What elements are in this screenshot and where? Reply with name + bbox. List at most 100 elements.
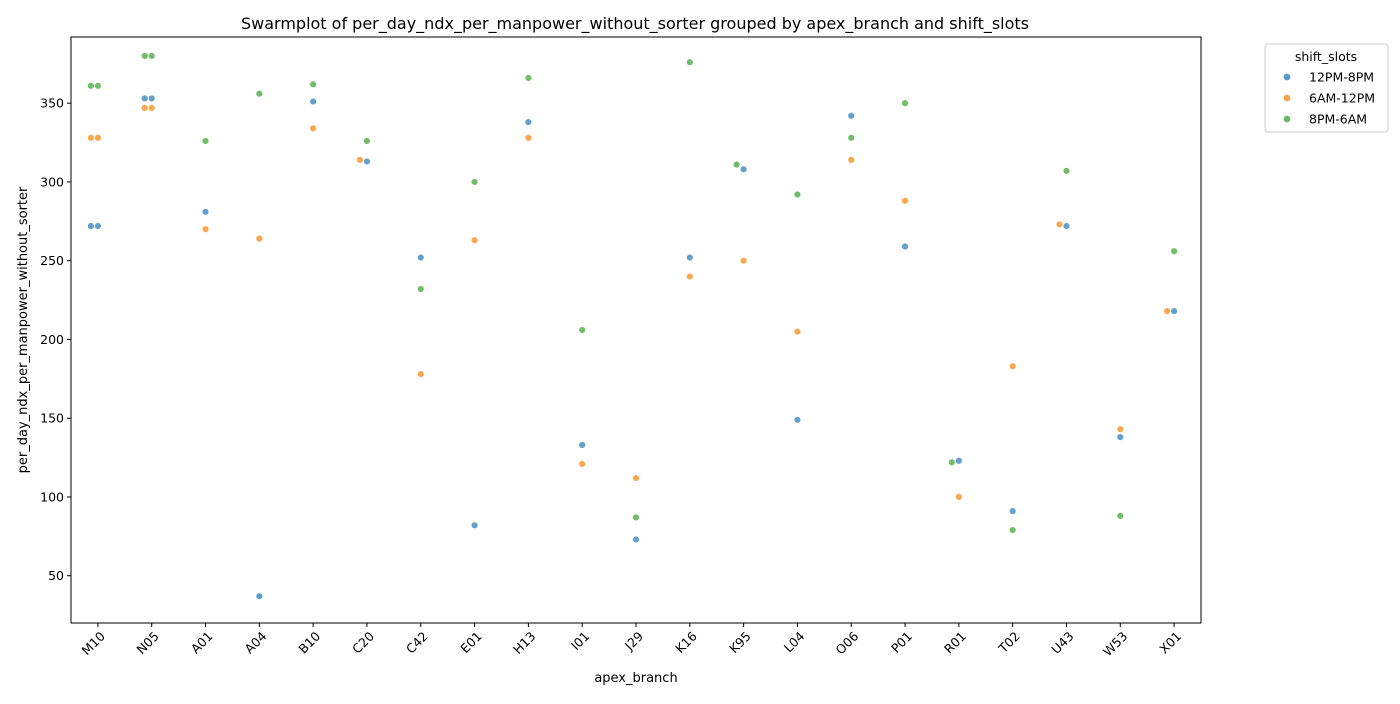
x-tick-label: I01 xyxy=(568,629,592,653)
legend-marker xyxy=(1283,115,1291,123)
data-point xyxy=(955,493,963,501)
data-point xyxy=(470,236,479,244)
data-point xyxy=(1170,247,1178,255)
legend-marker xyxy=(1283,73,1291,81)
data-point xyxy=(1055,220,1064,229)
legend-label: 6AM-12PM xyxy=(1309,91,1375,106)
x-tick-label: P01 xyxy=(888,629,915,656)
data-point xyxy=(578,441,586,449)
legend-marker xyxy=(1283,94,1291,102)
y-tick-label: 350 xyxy=(40,96,64,111)
data-point xyxy=(1116,512,1124,520)
data-point xyxy=(524,118,533,126)
x-tick-label: K16 xyxy=(672,628,700,656)
data-point xyxy=(470,521,479,530)
data-point xyxy=(417,253,425,262)
data-point xyxy=(87,82,95,90)
x-tick-label: O06 xyxy=(833,628,862,657)
data-point xyxy=(148,52,156,60)
data-point xyxy=(847,112,855,120)
data-point xyxy=(148,94,156,103)
data-point xyxy=(363,137,371,145)
data-point xyxy=(524,134,533,142)
data-point xyxy=(793,190,802,199)
data-point xyxy=(901,242,909,251)
data-point xyxy=(732,160,741,169)
data-point xyxy=(417,285,425,293)
data-point xyxy=(1116,433,1124,441)
data-point xyxy=(201,208,210,216)
legend-frame xyxy=(1264,43,1389,133)
data-point xyxy=(686,272,694,281)
x-tick-label: W53 xyxy=(1100,629,1131,660)
data-point xyxy=(686,253,694,262)
x-tick-label: R01 xyxy=(941,629,969,657)
legend-items: 12PM-8PM 6AM-12PM 8PM-6AM xyxy=(1283,70,1375,127)
x-axis: M10 N05 A01 A04 B10 C20 C42 E01 H13 I01 J29 K16 K95 L… xyxy=(79,623,1184,660)
data-point xyxy=(470,178,479,186)
data-point xyxy=(632,535,640,544)
x-axis-label: apex_branch xyxy=(594,671,677,686)
x-tick-label: H13 xyxy=(510,629,539,658)
legend-label: 8PM-6AM xyxy=(1309,112,1367,127)
x-tick-label: J29 xyxy=(621,628,646,653)
y-tick-label: 100 xyxy=(40,489,64,504)
data-point xyxy=(955,457,963,465)
data-point xyxy=(632,474,640,482)
data-point xyxy=(948,458,956,467)
data-point xyxy=(1170,307,1178,315)
x-tick-label: C20 xyxy=(349,628,377,656)
data-point xyxy=(141,94,149,103)
data-point xyxy=(417,370,425,378)
data-point xyxy=(201,137,210,145)
x-tick-label: T02 xyxy=(995,629,1023,657)
x-tick-label: N05 xyxy=(133,629,161,657)
data-point xyxy=(1116,425,1124,433)
data-point xyxy=(578,460,586,468)
y-tick-label: 150 xyxy=(40,411,64,426)
data-point xyxy=(901,197,909,205)
data-point xyxy=(739,256,748,265)
y-tick-label: 50 xyxy=(48,568,64,583)
data-point xyxy=(94,222,102,230)
data-point xyxy=(309,97,317,106)
x-tick-label: E01 xyxy=(457,629,484,656)
data-point xyxy=(901,99,909,107)
data-point xyxy=(255,90,264,98)
y-axis-label: per_day_ndx_per_manpower_without_sorter xyxy=(16,186,31,473)
data-point xyxy=(739,165,748,174)
data-point xyxy=(793,416,802,424)
x-tick-label: A04 xyxy=(242,628,270,656)
y-tick-label: 250 xyxy=(40,253,64,268)
data-point xyxy=(578,326,586,334)
data-point xyxy=(94,134,102,142)
data-point xyxy=(632,513,640,522)
data-point xyxy=(1008,362,1017,370)
data-point xyxy=(255,592,264,600)
legend-label: 12PM-8PM xyxy=(1309,70,1374,85)
data-point xyxy=(141,52,149,60)
data-point xyxy=(1163,307,1171,315)
data-point xyxy=(793,327,802,336)
data-point xyxy=(356,156,364,164)
y-tick-label: 300 xyxy=(40,174,64,189)
data-point xyxy=(141,104,149,112)
data-point xyxy=(686,58,694,66)
data-points xyxy=(87,52,1178,600)
data-point xyxy=(847,156,855,164)
data-point xyxy=(524,74,533,82)
data-point xyxy=(87,222,95,230)
data-point xyxy=(363,157,371,166)
x-tick-label: C42 xyxy=(403,629,431,657)
chart-title: Swarmplot of per_day_ndx_per_manpower_wi… xyxy=(241,14,1029,34)
data-point xyxy=(1008,507,1017,515)
data-point xyxy=(1062,167,1071,175)
legend: shift_slots 12PM-8PM 6AM-12PM 8PM-6AM xyxy=(1264,43,1389,133)
data-point xyxy=(87,134,95,142)
data-point xyxy=(201,225,210,233)
data-point xyxy=(94,82,102,90)
y-tick-label: 200 xyxy=(40,332,64,347)
x-tick-label: K95 xyxy=(726,629,754,657)
